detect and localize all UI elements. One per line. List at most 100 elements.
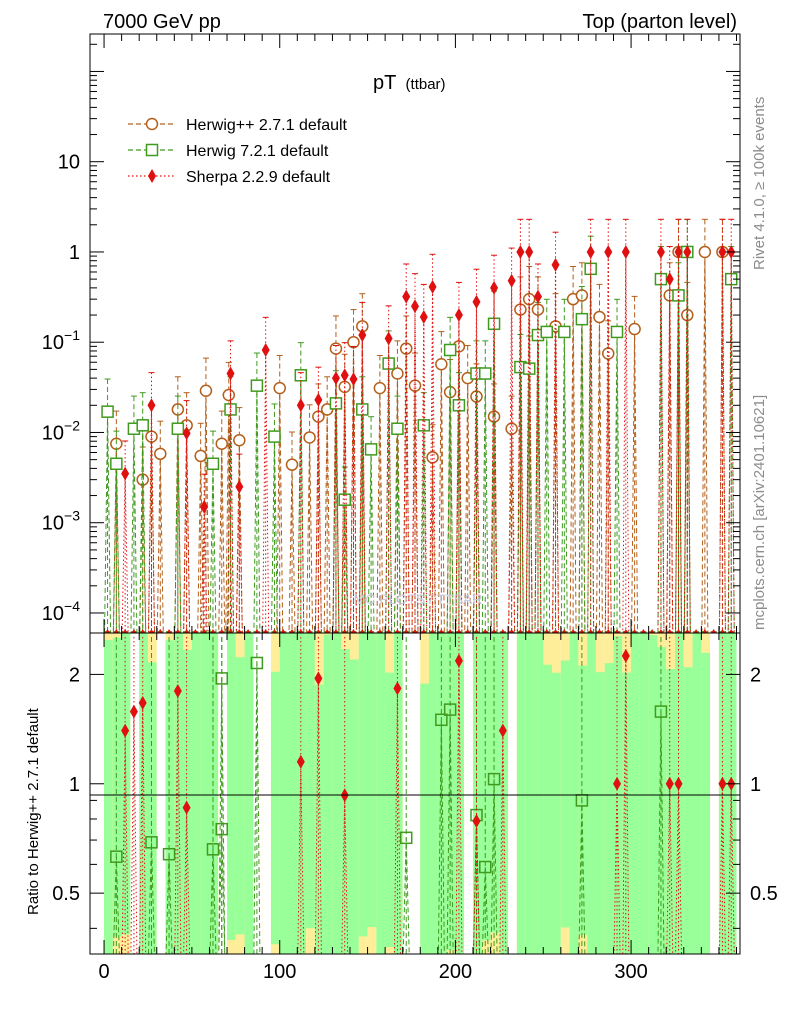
- data-point-herwigpp: [215, 437, 229, 450]
- ratio-band-gap: [464, 633, 473, 954]
- ratio-point-sherpa: [718, 776, 727, 791]
- data-point-herwigpp: [329, 342, 343, 355]
- data-point-herwig7: [443, 343, 457, 357]
- data-point-sherpa: [121, 466, 130, 481]
- ratio-band-inner: [481, 633, 491, 941]
- data-point-sherpa: [226, 366, 235, 381]
- y-tick-label: 10−3: [42, 508, 80, 535]
- ratio-band-inner: [358, 633, 368, 937]
- x-tick-label: 300: [614, 961, 647, 983]
- ratio-band-inner: [552, 672, 561, 954]
- data-point-herwig7: [610, 325, 624, 339]
- data-point-herwig7: [136, 419, 149, 432]
- data-point-sherpa: [674, 244, 683, 259]
- data-point-herwig7: [575, 312, 589, 326]
- ratio-band-inner: [455, 633, 465, 954]
- ratio-band-inner: [200, 633, 210, 954]
- data-point-sherpa: [419, 310, 428, 325]
- data-point-sherpa: [358, 328, 367, 343]
- ratio-frame: [89, 632, 741, 955]
- ratio-band-inner: [323, 634, 333, 954]
- y-tick-label-base: 10: [42, 513, 64, 535]
- legend-marker-sherpa: [148, 169, 156, 183]
- ratio-band-inner: [604, 663, 614, 954]
- ratio-point-sherpa: [173, 684, 182, 699]
- data-point-sherpa: [533, 289, 542, 304]
- legend-label-herwigpp: Herwig++ 2.7.1 default: [186, 117, 348, 134]
- ratio-point-sherpa: [138, 695, 147, 710]
- data-point-sherpa: [490, 280, 499, 295]
- ratio-band-inner: [472, 633, 482, 954]
- mcplots-label: mcplots.cern.ch [arXiv:2401.10621]: [751, 395, 768, 630]
- y-tick-label: 10: [58, 152, 80, 174]
- data-point-herwig7: [479, 367, 492, 380]
- y-tick-label-base: 10: [42, 332, 64, 354]
- data-point-herwigpp: [593, 310, 606, 324]
- y-tick-label: 10−2: [42, 417, 80, 444]
- y-tick-label: 1: [69, 242, 80, 264]
- data-point-sherpa: [604, 244, 613, 259]
- ratio-point-sherpa: [621, 648, 630, 663]
- ratio-band-inner: [639, 633, 649, 954]
- ratio-point-herwig7: [479, 860, 492, 874]
- ratio-band-inner: [376, 633, 386, 954]
- ratio-band-inner: [297, 633, 307, 954]
- ratio-point-herwig7: [215, 672, 229, 685]
- ratio-band-inner: [139, 633, 148, 954]
- ratio-band-gap: [710, 633, 719, 954]
- ratio-band-inner: [675, 633, 684, 954]
- data-point-herwigpp: [285, 458, 299, 471]
- ratio-band-inner: [683, 667, 693, 954]
- ratio-band-inner: [227, 633, 236, 940]
- ratio-y-tick-label-left: 0.5: [52, 883, 80, 905]
- data-point-herwigpp: [199, 384, 213, 397]
- data-point-herwig7: [356, 403, 369, 416]
- ratio-band-inner: [209, 633, 219, 954]
- ratio-point-sherpa: [472, 813, 481, 828]
- y-tick-label: 10−4: [42, 598, 80, 625]
- ratio-uncertainty-bands: [104, 633, 737, 954]
- legend: Herwig++ 2.7.1 default Herwig 7.2.1 defa…: [128, 117, 348, 186]
- ratio-band-gap: [262, 633, 271, 954]
- data-point-herwigpp: [698, 245, 712, 259]
- ratio-band-inner: [437, 633, 447, 954]
- process-label: Top (parton level): [582, 11, 737, 33]
- ratio-band-inner: [306, 633, 315, 929]
- data-point-herwigpp: [628, 322, 641, 336]
- data-point-herwig7: [110, 457, 123, 471]
- ratio-point-herwig7: [162, 847, 176, 861]
- data-point-sherpa: [314, 392, 323, 407]
- ratio-band-inner: [314, 684, 324, 954]
- ratio-band-inner: [701, 652, 711, 954]
- ratio-band-inner: [341, 649, 350, 954]
- ratio-band-inner: [578, 665, 588, 935]
- data-point-herwig7: [558, 325, 571, 339]
- series-line-sherpa: [121, 251, 735, 634]
- legend-marker-herwigpp: [145, 117, 159, 131]
- ratio-point-herwig7: [443, 703, 457, 716]
- ratio-point-herwig7: [110, 850, 123, 863]
- data-point-herwigpp: [601, 347, 615, 360]
- ratio-band-gap: [402, 633, 412, 954]
- ratio-y-axis-label: Ratio to Herwig++ 2.7.1 default: [25, 707, 42, 915]
- ratio-point-sherpa: [454, 653, 463, 668]
- main-data-layer: [101, 218, 738, 637]
- y-tick-label-exponent: −4: [64, 598, 80, 614]
- data-point-herwigpp: [194, 449, 207, 463]
- series-line-herwigpp: [112, 251, 726, 634]
- ratio-y-tick-label-left: 1: [69, 774, 80, 796]
- ratio-point-sherpa: [129, 704, 138, 719]
- data-point-herwigpp: [373, 381, 387, 395]
- ratio-band-inner: [235, 657, 245, 935]
- ratio-point-sherpa: [674, 776, 683, 791]
- ratio-band-inner: [174, 633, 184, 954]
- data-point-sherpa: [340, 368, 349, 383]
- data-point-herwig7: [268, 430, 281, 443]
- x-tick-label: 0: [98, 961, 109, 983]
- ratio-band-inner: [104, 639, 113, 954]
- ratio-band-inner: [499, 633, 509, 954]
- ratio-band-inner: [516, 633, 526, 954]
- data-point-sherpa: [656, 244, 665, 259]
- ratio-band-inner: [147, 662, 157, 954]
